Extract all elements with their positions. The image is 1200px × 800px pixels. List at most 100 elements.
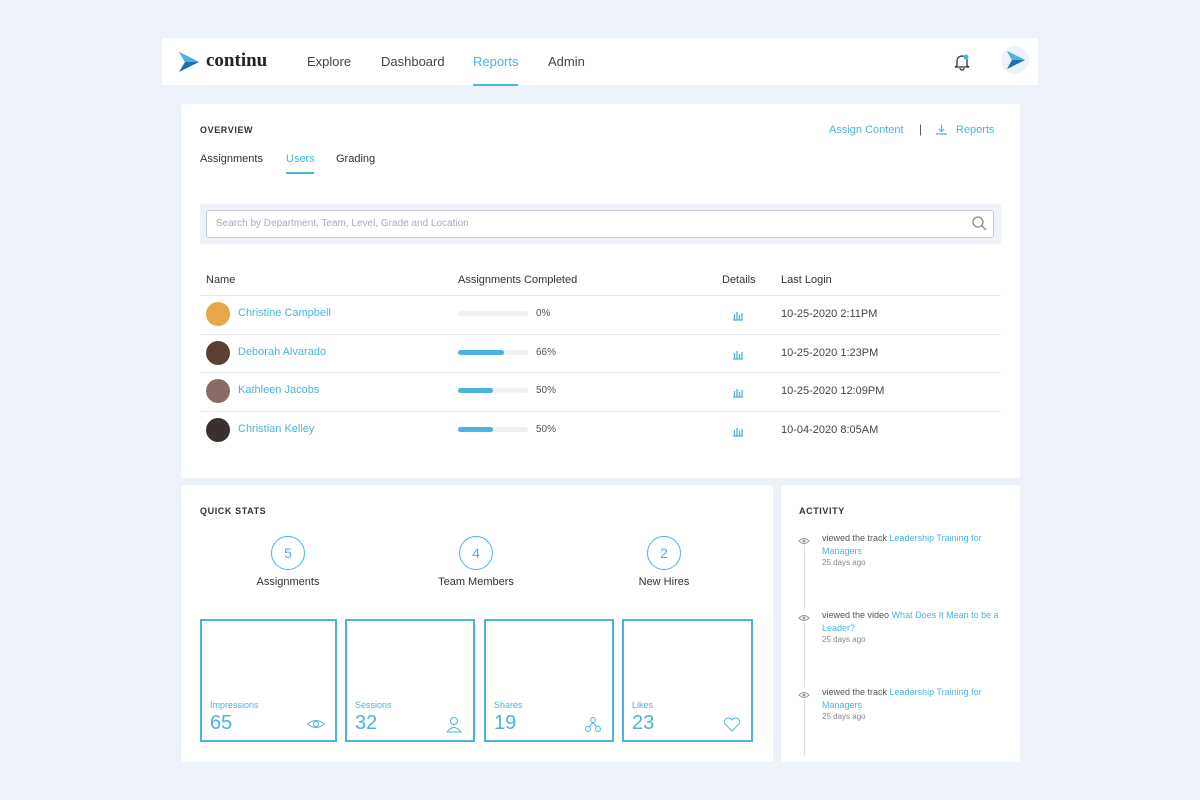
activity-time: 25 days ago	[822, 635, 866, 644]
row-divider	[200, 372, 1001, 374]
activity-action: viewed the video	[822, 610, 890, 620]
details-icon[interactable]	[732, 347, 744, 365]
avatar	[206, 302, 230, 326]
last-login: 10-25-2020 2:11PM	[781, 308, 878, 320]
stat-tile[interactable]	[622, 619, 753, 742]
tile-icon	[723, 716, 741, 739]
details-icon[interactable]	[732, 308, 744, 326]
nav-underline	[473, 84, 518, 86]
avatar	[206, 379, 230, 404]
bell-icon[interactable]	[952, 52, 972, 72]
tab-underline	[286, 172, 314, 174]
progress-label: 50%	[536, 423, 557, 435]
search-icon[interactable]	[971, 215, 987, 231]
header	[162, 38, 1038, 85]
activity-time: 25 days ago	[822, 558, 866, 567]
tab[interactable]: Assignments	[200, 153, 263, 165]
tile-icon	[584, 716, 602, 739]
activity-link[interactable]: Leadership Training for Managers	[822, 533, 982, 556]
counter-value: 2	[660, 545, 668, 561]
last-login: 10-04-2020 8:05AM	[781, 423, 879, 436]
stat-tile[interactable]	[345, 619, 475, 742]
progress-fill	[458, 426, 493, 432]
tile-label: Sessions	[355, 700, 392, 710]
tile-value: 65	[210, 712, 233, 734]
counter-value: 5	[284, 545, 292, 561]
profile-avatar[interactable]	[1001, 46, 1029, 74]
progress-track	[458, 426, 528, 432]
tab[interactable]: Users	[286, 153, 315, 165]
nav-item[interactable]: Admin	[548, 54, 585, 69]
search-input[interactable]	[206, 210, 994, 238]
counter-label: Team Members	[438, 576, 514, 588]
stat-tile[interactable]	[484, 619, 614, 742]
counter-circle	[647, 536, 681, 570]
counter-value: 4	[472, 545, 480, 561]
counter-label: New Hires	[638, 576, 690, 588]
download-icon	[936, 125, 947, 135]
column-header: Assignments Completed	[458, 274, 578, 286]
row-divider	[200, 333, 1001, 335]
counter-label: Assignments	[256, 576, 320, 588]
progress-label: 0%	[536, 308, 551, 319]
progress-fill	[458, 388, 493, 394]
overview-card	[181, 104, 1020, 478]
tile-value: 19	[494, 712, 517, 734]
activity-text: viewed the track Leadership Training for…	[822, 532, 1004, 558]
avatar	[206, 417, 230, 442]
details-icon[interactable]	[732, 385, 744, 403]
eye-icon	[798, 533, 810, 551]
column-header: Name	[206, 274, 236, 286]
tile-icon	[445, 716, 463, 739]
nav-item[interactable]: Dashboard	[381, 54, 445, 69]
progress-fill	[458, 349, 505, 355]
tile-label: Likes	[632, 700, 654, 710]
activity-link[interactable]: What Does It Mean to be a Leader?	[822, 610, 999, 633]
reports-link[interactable]: Reports	[956, 124, 995, 136]
timeline	[804, 545, 805, 755]
last-login: 10-25-2020 1:23PM	[781, 346, 879, 359]
row-divider	[200, 410, 1001, 412]
progress-track	[458, 388, 528, 394]
tab[interactable]: Grading	[336, 153, 376, 165]
user-name[interactable]: Christine Campbell	[238, 307, 331, 319]
activity-action: viewed the track	[822, 687, 888, 697]
stat-tile[interactable]	[200, 619, 337, 742]
activity-card	[781, 485, 1020, 762]
assign-content[interactable]: Assign Content	[829, 124, 904, 136]
activity-title: ACTIVITY	[799, 506, 845, 516]
column-header: Details	[722, 274, 756, 286]
quick-stats-card	[181, 485, 773, 762]
last-login: 10-25-2020 12:09PM	[781, 385, 885, 398]
counter-circle	[459, 536, 493, 570]
activity-action: viewed the track	[822, 533, 888, 543]
user-name[interactable]: Christian Kelley	[238, 422, 315, 435]
user-name[interactable]: Deborah Alvarado	[238, 345, 327, 358]
logo-text: continu	[206, 50, 268, 71]
tile-label: Impressions	[210, 700, 259, 710]
user-name[interactable]: Kathleen Jacobs	[238, 384, 320, 397]
tile-label: Shares	[494, 700, 523, 710]
quick-stats-title: QUICK STATS	[200, 506, 267, 516]
eye-icon	[798, 687, 810, 705]
avatar	[206, 340, 230, 365]
column-header: Last Login	[781, 274, 832, 286]
progress-track	[458, 311, 528, 316]
activity-time: 25 days ago	[822, 712, 866, 721]
activity-text: viewed the video What Does It Mean to be…	[822, 609, 1004, 635]
tile-icon	[307, 716, 325, 739]
logo-icon	[179, 52, 199, 72]
nav-item[interactable]: Explore	[307, 54, 352, 69]
activity-link[interactable]: Leadership Training for Managers	[822, 687, 982, 710]
nav-item[interactable]: Reports	[473, 54, 519, 69]
tile-value: 32	[355, 712, 378, 734]
progress-label: 66%	[536, 346, 557, 358]
overview-title: OVERVIEW	[200, 125, 254, 135]
row-divider	[200, 295, 1001, 296]
tile-value: 23	[632, 712, 655, 734]
search-placeholder: Search by Department, Team, Level, Grade…	[216, 218, 469, 229]
details-icon[interactable]	[732, 424, 744, 442]
counter-circle	[271, 536, 305, 570]
